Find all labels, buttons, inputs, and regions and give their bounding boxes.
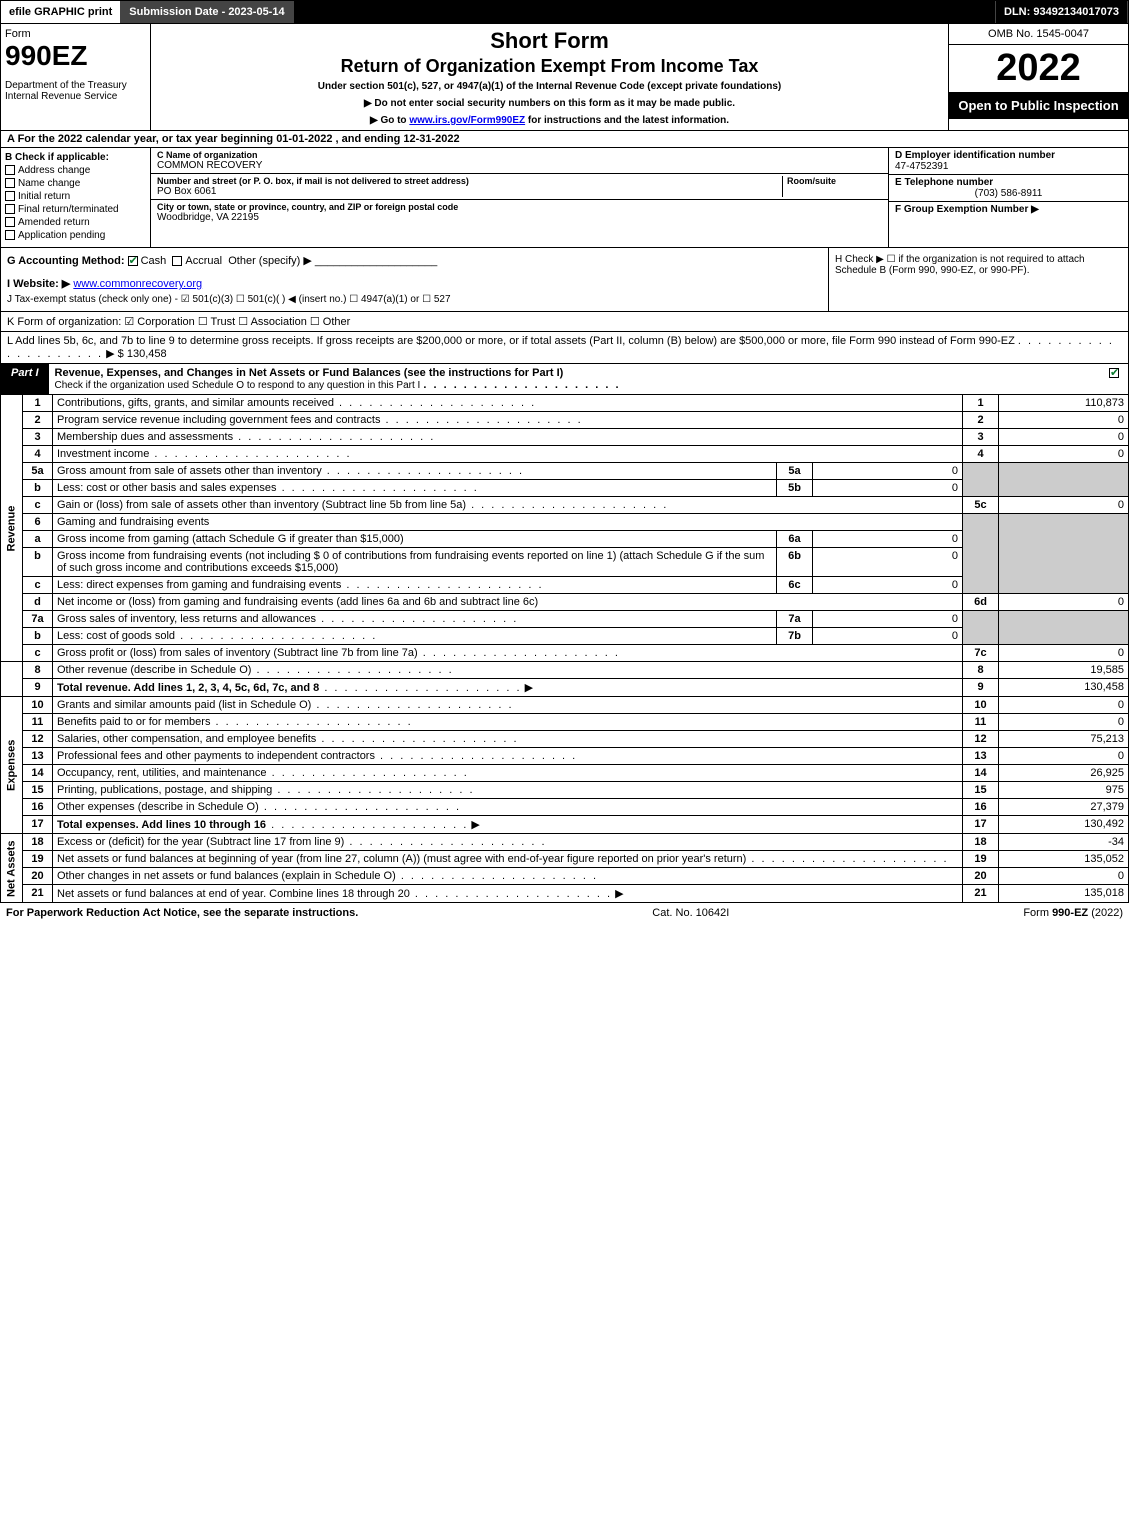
footer-left: For Paperwork Reduction Act Notice, see … — [6, 907, 358, 919]
irs-link[interactable]: www.irs.gov/Form990EZ — [409, 115, 525, 126]
header-mid: Short Form Return of Organization Exempt… — [151, 24, 948, 130]
col-b-checkboxes: B Check if applicable: Address change Na… — [1, 148, 151, 247]
chk-application-pending[interactable]: Application pending — [5, 230, 146, 241]
form-number: 990EZ — [5, 40, 146, 72]
submission-date: Submission Date - 2023-05-14 — [121, 1, 293, 23]
e-phone-val: (703) 586-8911 — [895, 188, 1122, 199]
l-arrow: ▶ $ — [106, 348, 124, 360]
part-1-header: Part I Revenue, Expenses, and Changes in… — [0, 364, 1129, 395]
finance-table: Revenue 1 Contributions, gifts, grants, … — [0, 395, 1129, 903]
l-text: L Add lines 5b, 6c, and 7b to line 9 to … — [7, 335, 1015, 347]
tax-year: 2022 — [949, 45, 1128, 92]
footer-mid: Cat. No. 10642I — [652, 907, 729, 919]
e-phone-lbl: E Telephone number — [895, 177, 1122, 188]
g-accounting: G Accounting Method: Cash Accrual Other … — [1, 248, 828, 311]
identity-block: B Check if applicable: Address change Na… — [0, 148, 1129, 248]
netassets-side: Net Assets — [1, 834, 23, 903]
k-form-org: K Form of organization: ☑ Corporation ☐ … — [0, 312, 1129, 332]
form-header: Form 990EZ Department of the Treasury In… — [0, 24, 1129, 131]
col-c-name-address: C Name of organization COMMON RECOVERY N… — [151, 148, 888, 247]
part-1-tab: Part I — [1, 364, 49, 394]
org-city: Woodbridge, VA 22195 — [157, 212, 882, 223]
col-de: D Employer identification number 47-4752… — [888, 148, 1128, 247]
open-to-public: Open to Public Inspection — [949, 92, 1128, 119]
c-name-lbl: C Name of organization — [157, 150, 882, 160]
d-ein-val: 47-4752391 — [895, 161, 1122, 172]
org-name: COMMON RECOVERY — [157, 160, 882, 171]
chk-name-change[interactable]: Name change — [5, 178, 146, 189]
chk-cash[interactable] — [128, 256, 138, 266]
title-main: Return of Organization Exempt From Incom… — [159, 56, 940, 77]
l-gross-receipts: L Add lines 5b, 6c, and 7b to line 9 to … — [0, 332, 1129, 364]
topbar-spacer — [294, 1, 996, 23]
subtitle: Under section 501(c), 527, or 4947(a)(1)… — [159, 81, 940, 92]
h-schedule-b: H Check ▶ ☐ if the organization is not r… — [828, 248, 1128, 311]
dept-label: Department of the Treasury Internal Reve… — [5, 80, 146, 102]
top-bar: efile GRAPHIC print Submission Date - 20… — [0, 0, 1129, 24]
c-street-lbl: Number and street (or P. O. box, if mail… — [157, 176, 782, 186]
c-room-lbl: Room/suite — [787, 176, 882, 186]
chk-amended-return[interactable]: Amended return — [5, 217, 146, 228]
instr-2-post: for instructions and the latest informat… — [525, 115, 729, 126]
row-a-tax-year: A For the 2022 calendar year, or tax yea… — [0, 131, 1129, 148]
omb-number: OMB No. 1545-0047 — [949, 24, 1128, 45]
header-right: OMB No. 1545-0047 2022 Open to Public In… — [948, 24, 1128, 130]
chk-final-return[interactable]: Final return/terminated — [5, 204, 146, 215]
f-group-lbl: F Group Exemption Number ▶ — [895, 204, 1039, 215]
instr-1: ▶ Do not enter social security numbers o… — [159, 98, 940, 109]
i-website-lbl: I Website: ▶ — [7, 278, 70, 290]
dln: DLN: 93492134017073 — [996, 1, 1128, 23]
efile-print[interactable]: efile GRAPHIC print — [1, 1, 121, 23]
section-g-h: G Accounting Method: Cash Accrual Other … — [0, 248, 1129, 312]
c-city-lbl: City or town, state or province, country… — [157, 202, 882, 212]
instr-2-pre: ▶ Go to — [370, 115, 409, 126]
footer-right: Form 990-EZ (2022) — [1023, 907, 1123, 919]
b-header: B Check if applicable: — [5, 152, 146, 163]
title-short-form: Short Form — [159, 28, 940, 54]
chk-initial-return[interactable]: Initial return — [5, 191, 146, 202]
form-label: Form — [5, 28, 146, 40]
chk-accrual[interactable] — [172, 256, 182, 266]
page-footer: For Paperwork Reduction Act Notice, see … — [0, 903, 1129, 923]
instr-2: ▶ Go to www.irs.gov/Form990EZ for instru… — [159, 115, 940, 126]
part-1-checkbox[interactable] — [1103, 364, 1128, 394]
website-link[interactable]: www.commonrecovery.org — [73, 278, 202, 290]
d-ein-lbl: D Employer identification number — [895, 150, 1122, 161]
j-tax-exempt: J Tax-exempt status (check only one) - ☑… — [7, 294, 822, 305]
l-value: 130,458 — [127, 348, 167, 360]
expenses-side: Expenses — [1, 697, 23, 834]
org-street: PO Box 6061 — [157, 186, 782, 197]
g-label: G Accounting Method: — [7, 255, 125, 267]
part-1-title: Revenue, Expenses, and Changes in Net As… — [49, 364, 1103, 394]
revenue-side: Revenue — [1, 395, 23, 662]
header-left: Form 990EZ Department of the Treasury In… — [1, 24, 151, 130]
chk-address-change[interactable]: Address change — [5, 165, 146, 176]
